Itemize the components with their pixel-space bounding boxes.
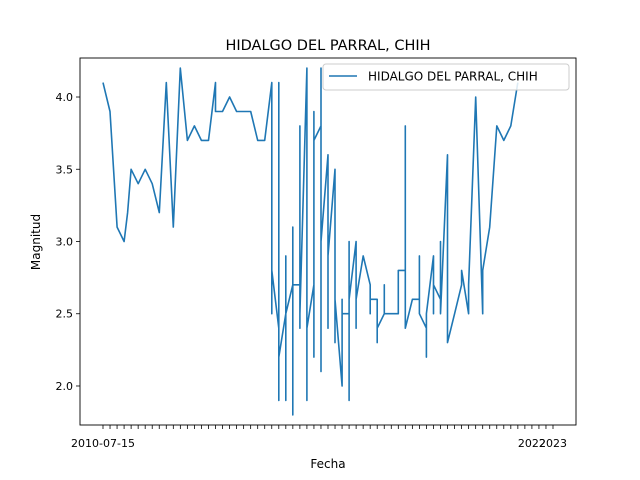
y-tick-label: 3.5	[56, 163, 74, 176]
y-axis: 2.0 2.5 3.0 3.5 4.0	[56, 91, 80, 393]
legend-box	[322, 63, 570, 91]
y-axis-label: Magnitud	[29, 214, 43, 270]
x-tick-label: 2010-07-15	[71, 437, 135, 450]
legend-label: HIDALGO DEL PARRAL, CHIH	[368, 70, 538, 84]
legend: HIDALGO DEL PARRAL, CHIH	[322, 63, 570, 91]
x-tick-label: 2023	[539, 437, 567, 450]
series-line	[102, 67, 519, 416]
x-axis-label: Fecha	[310, 457, 345, 471]
y-tick-label: 3.0	[56, 236, 74, 249]
y-tick-label: 2.5	[56, 308, 74, 321]
y-tick-label: 2.0	[56, 380, 74, 393]
x-tick-label: 2022	[518, 437, 546, 450]
chart-title: HIDALGO DEL PARRAL, CHIH	[225, 38, 430, 54]
y-tick-label: 4.0	[56, 91, 74, 104]
